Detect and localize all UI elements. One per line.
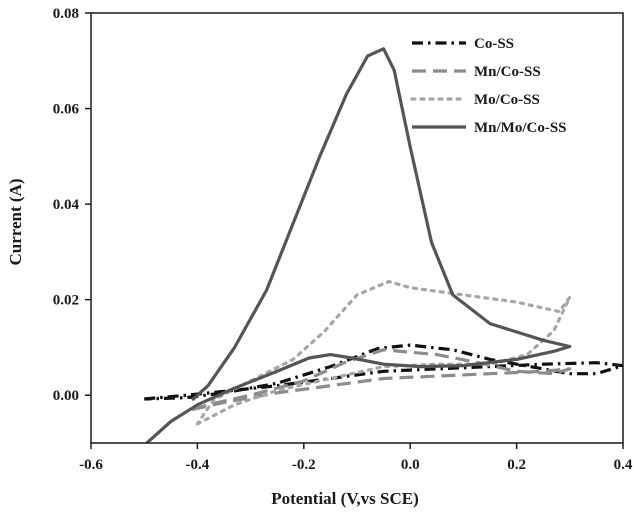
x-axis-title: Potential (V,vs SCE) xyxy=(271,489,419,508)
cv-chart: -0.6 -0.4 -0.2 0.0 0.2 0.4 0.00 0.02 0.04 0.06 0.0… xyxy=(0,0,634,519)
legend-label: Co-SS xyxy=(474,36,514,52)
y-axis-title: Current (A) xyxy=(6,178,25,265)
x-tick-label: -0.2 xyxy=(292,457,316,473)
legend-label: Mo/Co-SS xyxy=(474,92,540,108)
y-tick-label: 0.02 xyxy=(53,293,79,309)
legend-label: Mn/Co-SS xyxy=(474,64,541,80)
legend-label: Mn/Mo/Co-SS xyxy=(474,120,567,136)
chart-root: -0.6 -0.4 -0.2 0.0 0.2 0.4 0.00 0.02 0.04 0.06 0.0… xyxy=(0,0,634,519)
y-tick-label: 0.04 xyxy=(53,197,80,213)
legend: Co-SS Mn/Co-SS Mo/Co-SS Mn/Mo/Co-SS xyxy=(412,36,567,136)
series-line-mn-mo-co-ss xyxy=(144,49,570,446)
y-tick-label: 0.06 xyxy=(53,102,80,118)
y-tick-label: 0.00 xyxy=(53,388,79,404)
series-line-mo-co-ss xyxy=(197,282,569,424)
x-tick-label: 0.0 xyxy=(401,457,420,473)
x-tick-label: -0.4 xyxy=(186,457,210,473)
y-tick-label: 0.08 xyxy=(53,6,79,22)
x-tick-label: -0.6 xyxy=(79,457,103,473)
x-tick-label: 0.4 xyxy=(614,457,633,473)
x-tick-label: 0.2 xyxy=(507,457,526,473)
